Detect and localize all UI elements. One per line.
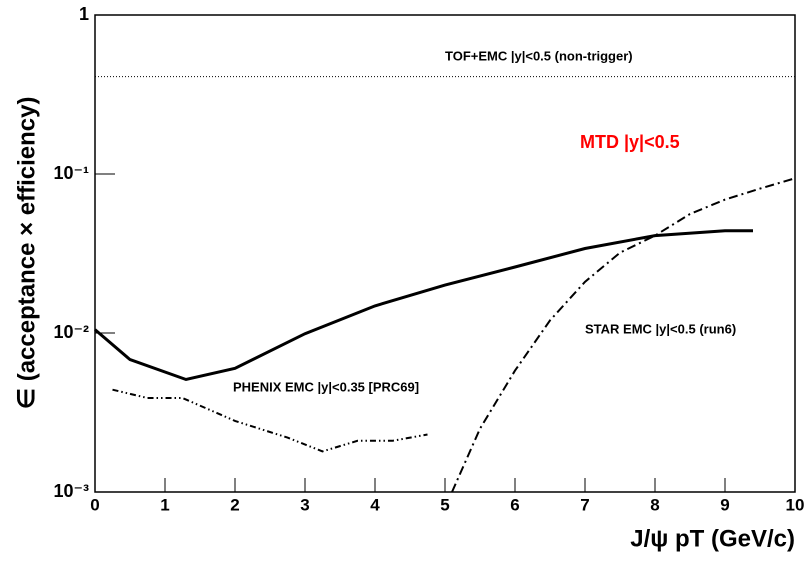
x-tick-label: 6 <box>510 495 519 514</box>
x-tick-label: 7 <box>580 495 589 514</box>
series-line <box>94 229 753 382</box>
x-tick-label: 8 <box>650 495 659 514</box>
x-tick-label: 5 <box>440 495 449 514</box>
series-label: MTD |y|<0.5 <box>580 132 680 152</box>
x-tick-label: 3 <box>300 495 309 514</box>
x-tick-label: 4 <box>370 495 380 514</box>
series-line <box>451 177 796 493</box>
y-tick-label: 10⁻² <box>53 322 89 342</box>
x-tick-label: 2 <box>230 495 239 514</box>
y-tick-label: 1 <box>79 4 89 24</box>
series-label: TOF+EMC |y|<0.5 (non-trigger) <box>445 48 633 63</box>
series-label: STAR EMC |y|<0.5 (run6) <box>585 321 736 336</box>
x-tick-label: 0 <box>90 495 99 514</box>
series-line <box>112 388 428 453</box>
x-axis-label: J/ψ pT (GeV/c) <box>630 525 795 552</box>
series-label: PHENIX EMC |y|<0.35 [PRC69] <box>233 379 419 394</box>
y-axis-label: ∈ (acceptance × efficiency) <box>13 97 40 410</box>
y-tick-label: 10⁻³ <box>53 481 89 501</box>
x-tick-label: 10 <box>786 495 805 514</box>
x-tick-label: 9 <box>720 495 729 514</box>
y-tick-label: 10⁻¹ <box>53 163 89 183</box>
x-tick-label: 1 <box>160 495 169 514</box>
